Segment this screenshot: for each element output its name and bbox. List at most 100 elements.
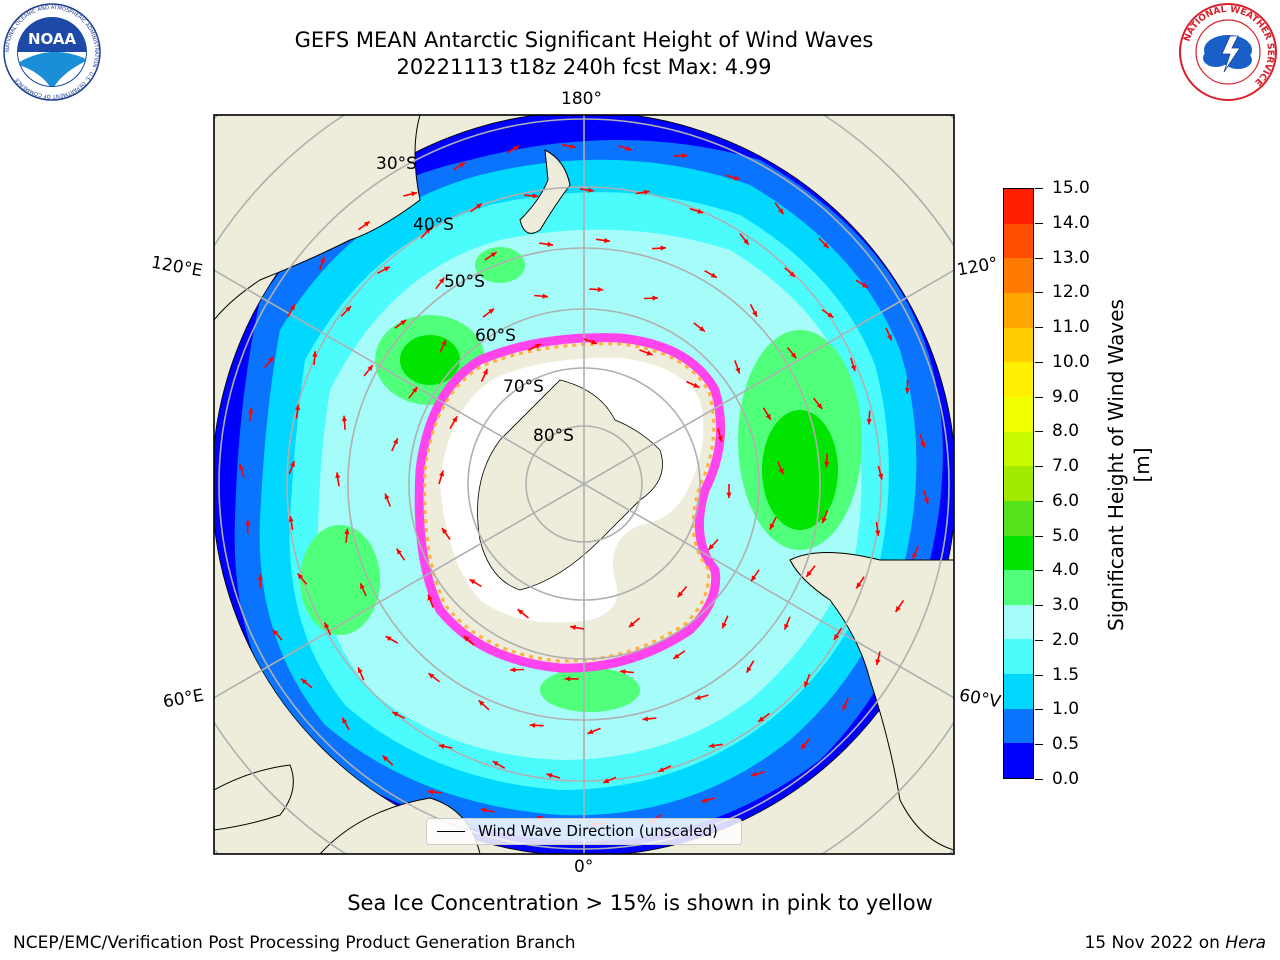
wind-arrow-head — [425, 227, 431, 234]
wind-arrow-head — [320, 257, 325, 263]
colorbar-tick — [1035, 779, 1043, 780]
colorbar-tick-label: 9.0 — [1052, 387, 1080, 407]
colorbar-tick — [1035, 223, 1043, 224]
wind-arrow-head — [710, 272, 717, 278]
colorbar-tick — [1035, 709, 1043, 710]
map-legend: Wind Wave Direction (unscaled) — [426, 818, 742, 845]
colorbar-tick — [1035, 640, 1043, 641]
colorbar-tick-label: 7.0 — [1052, 456, 1080, 476]
colorbar-segment — [1004, 639, 1033, 675]
colorbar-tick — [1035, 258, 1043, 259]
wind-arrow-head — [427, 789, 434, 795]
colorbar-segment — [1004, 223, 1033, 259]
wind-arrow-head — [644, 189, 650, 195]
colorbar-tick — [1035, 292, 1043, 293]
wind-arrow-head — [806, 570, 812, 577]
wind-arrow-head — [469, 579, 476, 585]
meridians — [214, 115, 954, 854]
wind-arrow-head — [295, 404, 301, 411]
colorbar-tick — [1035, 501, 1043, 502]
colorbar-tick-label: 0.0 — [1052, 769, 1080, 789]
wind-arrow-head — [588, 187, 594, 193]
wind-arrow-head — [360, 583, 365, 590]
colorbar-tick — [1035, 605, 1043, 606]
credit-text: NCEP/EMC/Verification Post Processing Pr… — [13, 933, 576, 953]
wind-arrow-head — [895, 606, 901, 612]
legend-line-sample — [437, 831, 465, 832]
wind-arrow-head — [587, 729, 594, 734]
nws-logo: NATIONAL WEATHER SERVICE — [1179, 3, 1277, 101]
wind-arrow-head — [677, 591, 683, 598]
system-name: Hera — [1225, 933, 1266, 953]
colorbar-segment — [1004, 431, 1033, 467]
colorbar-segment — [1004, 674, 1033, 709]
wind-arrow-head — [238, 464, 244, 471]
wind-arrow-head — [490, 252, 497, 258]
wind-arrow-head — [335, 472, 341, 479]
wind-arrow-head — [603, 778, 610, 784]
wind-arrow-head — [439, 470, 444, 477]
wind-arrow-head — [816, 403, 823, 409]
colorbar-segment — [1004, 743, 1033, 778]
wind-arrow-head — [726, 492, 732, 498]
wind-arrow-head — [478, 700, 485, 706]
lat-label-40: 40°S — [413, 215, 454, 235]
wind-arrow-head — [842, 704, 848, 711]
wind-arrow-head — [743, 238, 749, 245]
new-zealand-land — [519, 149, 571, 234]
wind-arrow-head — [442, 528, 448, 534]
wind-arrow-head — [878, 473, 884, 480]
lat-label-30: 30°S — [376, 154, 417, 174]
wind-arrow-head — [384, 493, 390, 500]
colorbar-segment — [1004, 466, 1033, 501]
wind-arrow-head — [752, 310, 757, 317]
australia-land — [214, 115, 421, 321]
wind-arrow-head — [459, 162, 465, 168]
wind-arrow-head — [542, 293, 549, 299]
wind-arrow-head — [482, 368, 488, 375]
wind-arrow-head — [439, 277, 445, 284]
wind-arrow-head — [789, 271, 796, 277]
wind-arrow-head — [532, 193, 539, 199]
wind-arrow-head — [693, 382, 700, 388]
wind-arrow-head — [344, 528, 350, 535]
colorbar-tick-label: 5.0 — [1052, 526, 1080, 546]
colorbar-tick-label: 2.0 — [1052, 630, 1080, 650]
wind-arrow-head — [834, 633, 840, 640]
wind-arrow-head — [268, 356, 274, 363]
wind-arrow-head — [652, 295, 658, 301]
colorbar-tick — [1035, 397, 1043, 398]
wind-arrow-head — [367, 365, 373, 371]
wind-arrow-head — [923, 497, 929, 504]
colorbar-tick-label: 4.0 — [1052, 560, 1080, 580]
wind-arrow-head — [660, 245, 667, 251]
wind-arrow-head — [887, 334, 892, 341]
wind-arrow-head — [856, 582, 862, 589]
colorbar-segment — [1004, 258, 1033, 294]
wind-arrow-head — [920, 441, 926, 448]
wind-arrow-head — [821, 517, 827, 524]
wind-arrow-head — [529, 722, 536, 728]
colorbar-tick-label: 1.5 — [1052, 665, 1080, 685]
lat-label-70: 70°S — [503, 377, 544, 397]
wind-arrow-head — [778, 208, 784, 215]
colorbar-segment — [1004, 604, 1033, 640]
wind-arrow-head — [392, 712, 399, 717]
wind-arrow-head — [513, 146, 519, 152]
colorbar-segment — [1004, 362, 1033, 397]
wind-arrow-head — [363, 221, 370, 227]
colorbar-tick — [1035, 431, 1043, 432]
wind-arrow-head — [301, 678, 307, 685]
wind-arrow-head — [827, 312, 834, 318]
colorbar-tick-label: 14.0 — [1052, 213, 1090, 233]
wind-arrow-head — [476, 203, 482, 209]
wind-arrow-head — [597, 286, 604, 293]
wind-arrow-head — [625, 145, 632, 151]
wind-arrow-head — [546, 773, 553, 779]
wind-arrow-head — [248, 407, 254, 414]
colorbar — [1003, 188, 1034, 779]
date-text: 15 Nov 2022 on — [1084, 933, 1220, 953]
wind-arrow-head — [646, 350, 653, 356]
wind-arrow-head — [823, 242, 829, 249]
